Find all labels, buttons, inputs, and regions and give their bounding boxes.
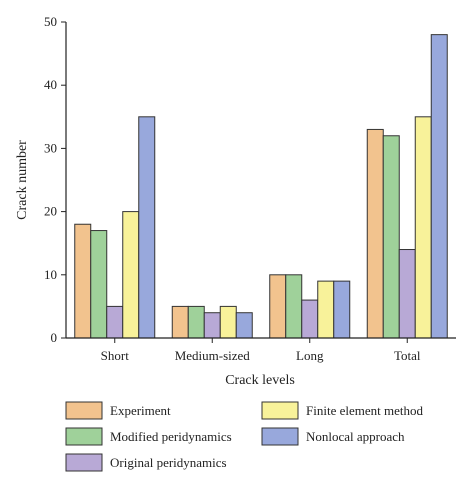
legend-swatch-original-peridynamics [65,453,103,472]
x-axis-title: Crack levels [225,373,295,388]
bar-experiment-long [269,274,287,339]
y-tick-label: 10 [44,267,57,282]
legend: Experiment Finite element method Modified … [65,401,423,472]
legend-label-original-peridynamics: Original peridynamics [110,455,227,470]
bar-experiment-total [366,128,384,339]
bar-original-peridynamics-medium-sized [203,312,221,339]
legend-label-nonlocal-approach: Nonlocal approach [306,429,405,444]
bar-experiment-short [74,223,92,339]
legend-swatch-experiment [65,401,103,420]
bar-original-peridynamics-short [106,305,124,339]
bar-nonlocal-approach-long [333,280,351,339]
x-tick-label: Long [296,348,324,363]
bar-modified-peridynamics-medium-sized [187,305,205,339]
bar-modified-peridynamics-short [90,230,108,339]
bar-nonlocal-approach-total [430,34,448,339]
y-tick-label: 50 [44,14,57,29]
axes-group [65,22,456,339]
legend-label-finite-element-method: Finite element method [306,403,423,418]
legend-swatch-nonlocal-approach [261,427,299,446]
bars-group [74,34,448,339]
bar-finite-element-method-long [317,280,335,339]
x-tick-label: Short [101,348,130,363]
bar-finite-element-method-total [414,116,432,339]
bar-finite-element-method-medium-sized [219,305,237,339]
bar-finite-element-method-short [122,211,140,339]
y-tick-label: 20 [44,204,57,219]
y-tick-label: 30 [44,140,57,155]
bar-nonlocal-approach-medium-sized [235,312,253,339]
x-tick-label: Total [394,348,421,363]
legend-swatch-modified-peridynamics [65,427,103,446]
bar-experiment-medium-sized [171,305,189,339]
bar-modified-peridynamics-long [285,274,303,339]
ticks-group: 0 10 20 30 40 50 Short Medium-sized Long Total [44,14,421,363]
bar-original-peridynamics-long [301,299,319,339]
y-tick-label: 0 [51,330,58,345]
legend-label-experiment: Experiment [110,403,171,418]
x-tick-label: Medium-sized [175,348,251,363]
legend-label-modified-peridynamics: Modified peridynamics [110,429,232,444]
legend-swatch-finite-element-method [261,401,299,420]
bar-original-peridynamics-total [398,249,416,339]
y-axis-title: Crack number [15,140,30,220]
bar-nonlocal-approach-short [138,116,156,339]
y-tick-label: 40 [44,77,57,92]
bar-modified-peridynamics-total [382,135,400,339]
